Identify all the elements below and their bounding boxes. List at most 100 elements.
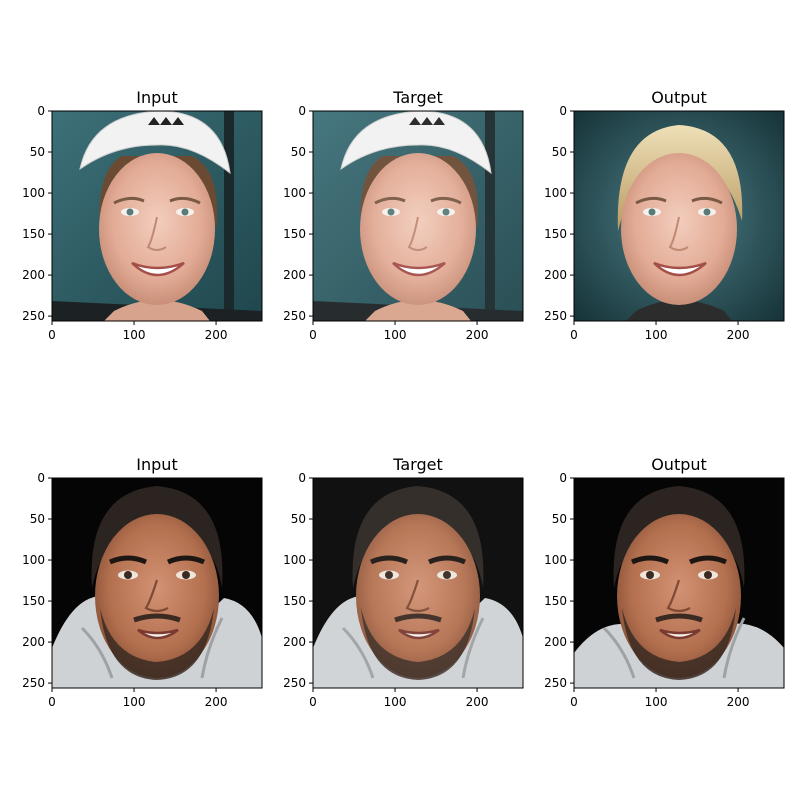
eyebrows xyxy=(369,555,467,565)
y-tick-label: 200 xyxy=(22,268,45,282)
left-iris xyxy=(124,571,132,579)
x-tick-label: 0 xyxy=(309,695,317,709)
x-tick-label: 0 xyxy=(570,328,578,342)
left-iris xyxy=(648,208,656,216)
smile xyxy=(137,628,179,640)
x-tick-label: 100 xyxy=(645,328,668,342)
x-tick-label: 0 xyxy=(48,328,56,342)
image-panel: Input 0 100 200 0 50 100 150 200 250 xyxy=(22,455,263,709)
y-tick-label: 50 xyxy=(552,145,567,159)
y-tick-label: 200 xyxy=(544,635,567,649)
panel-title: Output xyxy=(651,88,707,107)
nose xyxy=(668,216,689,251)
panel-title: Input xyxy=(136,88,177,107)
x-tick-label: 0 xyxy=(309,328,317,342)
background-post xyxy=(224,111,234,321)
moustache xyxy=(133,613,181,623)
y-tick-label: 100 xyxy=(283,186,306,200)
smile xyxy=(131,261,185,277)
x-tick-label: 100 xyxy=(384,328,407,342)
y-tick-label: 150 xyxy=(22,227,45,241)
y-tick-label: 200 xyxy=(283,268,306,282)
hair xyxy=(617,125,743,231)
x-tick-label: 200 xyxy=(205,328,228,342)
y-tick-label: 100 xyxy=(22,186,45,200)
face xyxy=(99,153,215,305)
y-tick-label: 50 xyxy=(291,512,306,526)
y-tick-label: 0 xyxy=(559,471,567,485)
left-iris xyxy=(387,208,395,216)
y-tick-label: 150 xyxy=(544,594,567,608)
face xyxy=(356,514,480,678)
y-tick-label: 50 xyxy=(30,512,45,526)
y-tick-label: 50 xyxy=(291,145,306,159)
panel-title: Input xyxy=(136,455,177,474)
face xyxy=(621,153,737,305)
right-iris xyxy=(182,571,190,579)
face-image xyxy=(52,111,262,321)
eyebrows xyxy=(635,196,723,205)
panel-title: Output xyxy=(651,455,707,474)
neck-shoulders xyxy=(626,300,732,321)
image-panel: Target 0 100 200 0 50 100 150 200 250 xyxy=(283,88,524,342)
y-tick-label: 250 xyxy=(283,309,306,323)
face-image xyxy=(574,478,784,688)
face xyxy=(617,514,741,678)
x-tick-label: 200 xyxy=(727,695,750,709)
nose xyxy=(144,579,169,613)
face xyxy=(360,153,476,305)
smile xyxy=(398,628,440,640)
x-tick-label: 100 xyxy=(123,695,146,709)
y-tick-label: 100 xyxy=(22,553,45,567)
smile xyxy=(659,628,701,640)
axes-frame xyxy=(573,110,785,322)
hair xyxy=(91,486,223,588)
axes-frame xyxy=(51,477,263,689)
face-image xyxy=(313,478,523,688)
nose xyxy=(407,216,428,251)
y-tick-label: 250 xyxy=(283,676,306,690)
beard xyxy=(361,608,475,680)
y-tick-label: 0 xyxy=(298,104,306,118)
nose xyxy=(666,579,691,613)
image-panel: Output 0 100 200 0 50 100 150 200 250 xyxy=(544,455,785,709)
neck-shoulders xyxy=(104,300,210,321)
hair xyxy=(352,486,484,588)
left-iris xyxy=(646,571,654,579)
y-tick-label: 150 xyxy=(283,594,306,608)
right-iris xyxy=(443,571,451,579)
y-tick-label: 0 xyxy=(37,104,45,118)
left-iris xyxy=(126,208,134,216)
y-tick-label: 100 xyxy=(283,553,306,567)
x-tick-label: 0 xyxy=(48,695,56,709)
hair xyxy=(613,486,745,588)
smile xyxy=(392,261,446,277)
image-panel: Target 0 100 200 0 50 100 150 200 250 xyxy=(283,455,524,709)
visor xyxy=(340,111,492,175)
eyebrows xyxy=(108,555,206,565)
face-image xyxy=(52,478,262,688)
x-tick-label: 100 xyxy=(645,695,668,709)
right-iris xyxy=(704,571,712,579)
panel-title: Target xyxy=(392,455,443,474)
x-tick-label: 200 xyxy=(466,695,489,709)
axes-frame xyxy=(573,477,785,689)
hoodie-folds xyxy=(602,617,746,679)
eyebrows xyxy=(113,196,201,205)
y-tick-label: 250 xyxy=(22,309,45,323)
y-tick-label: 250 xyxy=(544,676,567,690)
panel-title: Target xyxy=(392,88,443,107)
y-tick-label: 150 xyxy=(544,227,567,241)
nose xyxy=(146,216,167,251)
visor-logo xyxy=(409,117,445,125)
beard xyxy=(622,608,736,680)
image-tone-overlay xyxy=(313,111,523,321)
x-tick-label: 200 xyxy=(205,695,228,709)
left-iris xyxy=(385,571,393,579)
y-tick-label: 150 xyxy=(22,594,45,608)
x-tick-label: 200 xyxy=(466,328,489,342)
axes-frame xyxy=(312,110,524,322)
axes-frame xyxy=(51,110,263,322)
right-iris xyxy=(181,208,189,216)
